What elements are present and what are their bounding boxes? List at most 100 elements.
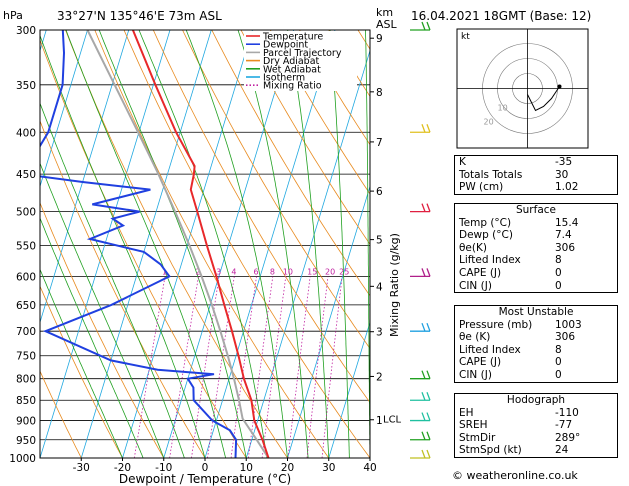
mu-value: 0	[555, 356, 562, 369]
mu-label: Pressure (mb)	[459, 318, 533, 331]
x-axis-label: Dewpoint / Temperature (°C)	[119, 472, 291, 486]
legend-label: Mixing Ratio	[263, 81, 322, 92]
pressure-tick-label: 450	[16, 169, 36, 181]
index-value: 1.02	[555, 181, 579, 194]
hodo-value: 289°	[555, 431, 581, 444]
wind-barb-flag	[426, 21, 431, 31]
isotherm-line	[0, 30, 5, 458]
parcel-trajectory-line	[86, 30, 270, 458]
wet-adiabat-line	[65, 30, 226, 458]
hodo-label: SREH	[459, 419, 488, 432]
wet-adiabat-line	[237, 30, 309, 458]
pressure-tick-label: 350	[16, 80, 36, 92]
pressure-tick-label: 600	[16, 271, 36, 283]
dry-adiabat-line	[240, 30, 370, 246]
surface-table: Surface Temp (°C) 15.4 Dewp (°C) 7.4 θe(K)…	[454, 203, 618, 294]
wind-barb	[410, 431, 431, 441]
altitude-label: 5	[376, 235, 383, 247]
isotherm-line	[122, 30, 253, 458]
wind-barb	[410, 21, 431, 31]
wind-barb	[410, 412, 431, 422]
mixing-ratio-line	[321, 276, 343, 458]
pressure-tick-label: 300	[16, 25, 36, 37]
mixing-ratio-line	[133, 276, 166, 458]
wet-adiabat-line	[138, 30, 268, 458]
temperature-tick-label: 40	[363, 462, 376, 474]
mixing-ratio-label: 1	[162, 267, 167, 276]
pressure-tick-label: 950	[16, 435, 36, 447]
mu-value: 306	[555, 331, 576, 344]
wind-barb-flag	[426, 449, 431, 459]
lcl-label: LCL	[383, 415, 402, 426]
wind-barb-flag	[421, 449, 426, 459]
dry-adiabat-line	[152, 30, 370, 404]
dry-adiabat-line	[40, 119, 206, 458]
temperature-line	[131, 30, 270, 458]
mixing-ratio-line	[207, 276, 235, 458]
isotherm-line	[80, 30, 212, 458]
legend-label: Dewpoint	[263, 40, 308, 51]
surface-value: 7.4	[555, 229, 572, 242]
isotherm-line	[204, 30, 336, 458]
dewpoint-line	[40, 30, 238, 458]
pressure-tick-label: 1000	[9, 453, 36, 465]
wind-barb-flag	[421, 322, 426, 332]
mixing-ratio-line	[169, 276, 199, 458]
surface-value: 306	[555, 241, 576, 254]
wet-adiabat-line	[185, 30, 288, 458]
dry-adiabat-line	[40, 38, 247, 458]
hodograph-ring-label: 20	[484, 118, 494, 127]
mu-value: 8	[555, 343, 562, 356]
altitude-label: 1	[376, 415, 383, 427]
altitude-label: 8	[376, 87, 383, 99]
wind-barb	[410, 322, 431, 332]
pressure-tick-label: 750	[16, 351, 36, 363]
index-label: PW (cm)	[459, 181, 504, 194]
pressure-tick-label: 550	[16, 240, 36, 252]
wind-barb-flag	[421, 124, 426, 133]
hodograph-title: Hodograph	[506, 394, 566, 406]
isotherm-line	[40, 30, 130, 324]
datetime-title: 16.04.2021 18GMT (Base: 12)	[411, 9, 592, 23]
mu-value: 1003	[555, 318, 582, 331]
km-label: km	[376, 6, 394, 19]
mu-label: θe (K)	[459, 331, 491, 344]
pressure-tick-label: 400	[16, 127, 36, 139]
location-title: 33°27'N 135°46'E 73m ASL	[57, 9, 222, 23]
mu-label: Lifted Index	[459, 343, 521, 356]
mu-value: 0	[555, 368, 562, 381]
mu-label: CIN (J)	[459, 368, 492, 381]
wind-barb-flag	[426, 124, 431, 133]
legend-label: Isotherm	[263, 73, 305, 84]
temperature-tick-label: -20	[114, 462, 131, 474]
hodograph: kt 10 20	[456, 28, 589, 149]
dry-adiabat-line	[40, 285, 123, 458]
isotherm-line	[245, 49, 370, 458]
dry-adiabat-line	[94, 30, 330, 458]
surface-value: 0	[555, 266, 562, 279]
wet-adiabat-line	[40, 102, 185, 458]
wind-barb-flag	[421, 268, 426, 277]
temperature-tick-label: 10	[240, 462, 253, 474]
surface-label: Lifted Index	[459, 254, 521, 267]
surface-label: CIN (J)	[459, 279, 492, 292]
isotherm-line	[328, 320, 370, 458]
wind-barb-flag	[426, 322, 431, 332]
surface-label: CAPE (J)	[459, 266, 502, 279]
altitude-label: 4	[376, 281, 383, 293]
dry-adiabat-line	[211, 30, 370, 297]
hodo-label: StmDir	[459, 431, 496, 444]
wind-barb	[410, 203, 431, 213]
indices-table-top: K -35 Totals Totals 30 PW (cm) 1.02	[454, 155, 618, 195]
mixing-ratio-label: 8	[270, 267, 275, 276]
most-unstable-title: Most Unstable	[498, 306, 574, 318]
temperature-tick-label: -30	[73, 462, 90, 474]
dry-adiabat-line	[40, 201, 165, 458]
wind-barb-flag	[421, 203, 426, 212]
dry-adiabat-line	[269, 30, 370, 195]
mixing-ratio-axis-label: Mixing Ratio (g/kg)	[388, 233, 401, 337]
mixing-ratio-line	[191, 276, 220, 458]
wet-adiabat-line	[40, 34, 206, 458]
